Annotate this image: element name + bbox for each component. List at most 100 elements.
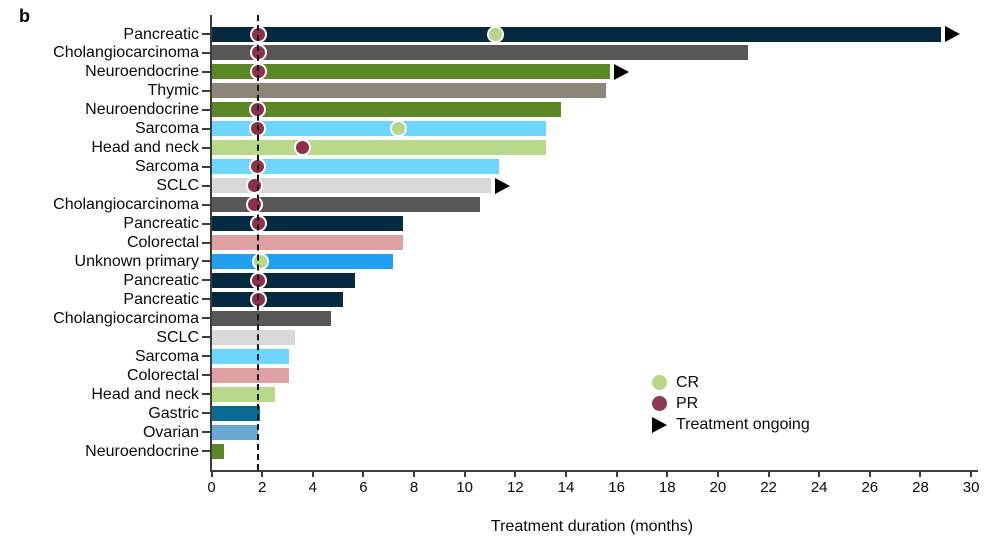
cr-circle-icon: [652, 375, 667, 390]
bar-sclc: [211, 329, 296, 345]
x-tick-label: 26: [861, 479, 879, 496]
pr-marker-icon: [248, 158, 266, 176]
row-label-unknown-primary: Unknown primary: [74, 252, 199, 270]
cr-marker-icon: [390, 120, 408, 138]
row-label-pancreatic: Pancreatic: [123, 215, 199, 233]
bar-ovarian: [211, 424, 259, 440]
row-label-ovarian: Ovarian: [142, 423, 199, 441]
y-tick: [202, 450, 210, 452]
row-label-cholangiocarcinoma: Cholangiocarcinoma: [53, 309, 199, 327]
row-label-sclc: SCLC: [156, 328, 199, 346]
x-tick: [564, 471, 567, 477]
row-label-gastric: Gastric: [148, 404, 199, 422]
y-tick: [202, 222, 210, 225]
y-tick: [202, 146, 210, 149]
y-tick: [202, 241, 210, 244]
x-tick: [463, 471, 466, 477]
y-axis-line: [209, 15, 212, 472]
x-tick: [970, 471, 973, 477]
y-tick: [202, 374, 210, 377]
legend-label: CR: [676, 373, 700, 391]
bar-colorectal: [211, 367, 289, 383]
treatment-ongoing-icon: [944, 26, 960, 42]
x-tick-label: 0: [207, 479, 216, 496]
y-tick: [202, 336, 210, 339]
y-tick: [202, 317, 210, 320]
y-tick: [202, 412, 210, 415]
x-tick-label: 22: [760, 479, 777, 496]
bar-neuroendocrine: [211, 64, 611, 80]
bar-sarcoma: [211, 348, 289, 364]
y-tick: [202, 203, 210, 206]
y-tick: [202, 33, 210, 35]
row-label-head-and-neck: Head and neck: [91, 139, 199, 157]
row-label-thymic: Thymic: [147, 82, 199, 100]
x-tick: [210, 471, 213, 477]
bar-thymic: [211, 83, 607, 99]
bar-neuroendocrine: [211, 443, 225, 459]
y-tick: [202, 51, 210, 54]
pr-marker-icon: [248, 101, 266, 119]
bar-head-and-neck: [211, 386, 275, 402]
x-tick-label: 24: [810, 479, 828, 496]
bar-pancreatic: [211, 272, 355, 288]
x-tick-label: 2: [257, 479, 267, 496]
row-label-neuroendocrine: Neuroendocrine: [85, 101, 199, 119]
x-tick: [311, 471, 314, 477]
cr-marker-icon: [252, 252, 270, 270]
row-label-colorectal: Colorectal: [126, 234, 199, 251]
legend: CR PR Treatment ongoing: [652, 372, 810, 435]
x-tick-label: 12: [506, 479, 524, 496]
x-tick-label: 4: [308, 479, 317, 496]
pr-marker-icon: [294, 139, 312, 157]
x-tick-label: 14: [557, 479, 575, 496]
bar-sarcoma: [211, 159, 499, 175]
pr-marker-icon: [246, 196, 264, 214]
bar-cholangiocarcinoma: [211, 197, 480, 213]
row-label-neuroendocrine: Neuroendocrine: [85, 63, 199, 81]
row-label-head-and-neck: Head and neck: [91, 385, 199, 403]
x-tick-label: 30: [962, 479, 980, 496]
treatment-ongoing-icon: [495, 177, 511, 194]
row-label-sclc: SCLC: [156, 177, 199, 195]
row-label-cholangiocarcinoma: Cholangiocarcinoma: [53, 196, 199, 214]
pr-marker-icon: [248, 120, 266, 138]
y-tick: [202, 279, 210, 282]
bar-pancreatic: [211, 26, 941, 42]
x-tick-label: 16: [608, 479, 625, 496]
bar-pancreatic: [211, 216, 403, 232]
row-label-sarcoma: Sarcoma: [134, 120, 199, 138]
bar-colorectal: [211, 235, 403, 250]
bar-neuroendocrine: [211, 102, 561, 118]
legend-label: Treatment ongoing: [676, 415, 810, 433]
y-tick: [202, 108, 210, 111]
y-tick: [202, 355, 210, 358]
y-tick: [202, 393, 210, 396]
y-tick: [202, 127, 210, 130]
panel-label: b: [19, 6, 30, 26]
row-label-pancreatic: Pancreatic: [123, 290, 199, 308]
x-tick: [767, 471, 770, 477]
x-tick-label: 18: [658, 479, 676, 496]
x-axis-title: Treatment duration (months): [490, 518, 694, 535]
bar-unknown-primary: [211, 253, 393, 269]
x-tick-label: 6: [359, 479, 368, 496]
y-tick: [202, 298, 210, 301]
bar-head-and-neck: [211, 140, 546, 156]
bar-cholangiocarcinoma: [211, 310, 331, 326]
reference-dashed-line: [257, 15, 260, 470]
legend-label: PR: [676, 394, 699, 412]
x-tick: [261, 471, 264, 477]
x-tick: [413, 471, 416, 477]
legend-item-treatment-ongoing: Treatment ongoing: [652, 414, 810, 435]
cr-marker-icon: [486, 25, 504, 43]
y-tick: [202, 260, 210, 263]
x-tick: [818, 471, 821, 477]
x-axis-line: [209, 470, 979, 472]
x-tick: [868, 471, 871, 477]
row-label-sarcoma: Sarcoma: [134, 347, 199, 365]
row-label-neuroendocrine: Neuroendocrine: [85, 442, 199, 460]
treatment-ongoing-triangle-icon: [652, 416, 667, 433]
